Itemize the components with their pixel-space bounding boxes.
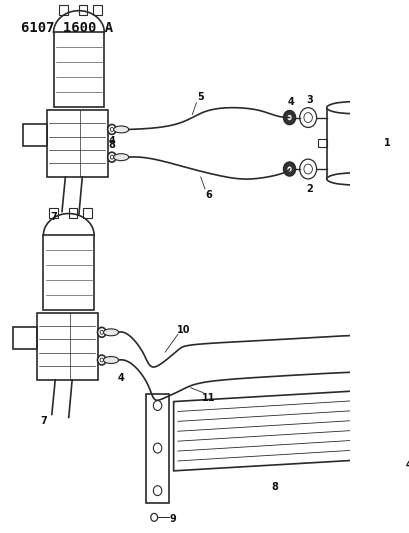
Text: 4: 4 <box>117 373 124 383</box>
Text: 4: 4 <box>405 460 409 470</box>
Text: 5: 5 <box>197 92 204 102</box>
Bar <box>49 208 58 217</box>
Bar <box>13 327 36 349</box>
Bar <box>145 394 169 503</box>
Text: 6: 6 <box>205 190 212 200</box>
Text: 7: 7 <box>40 416 47 426</box>
Circle shape <box>108 152 116 162</box>
Text: 8: 8 <box>271 482 278 491</box>
Ellipse shape <box>113 154 128 160</box>
Text: 8: 8 <box>108 140 115 150</box>
Ellipse shape <box>113 126 128 133</box>
Bar <box>326 108 377 179</box>
Bar <box>54 33 104 107</box>
Circle shape <box>286 115 291 120</box>
Bar <box>83 208 91 217</box>
Circle shape <box>97 327 106 337</box>
Text: 1: 1 <box>383 138 390 148</box>
Text: 4: 4 <box>108 136 115 147</box>
Bar <box>93 5 101 14</box>
Bar <box>23 125 47 146</box>
Text: 2: 2 <box>306 184 312 194</box>
Circle shape <box>283 162 295 176</box>
Circle shape <box>378 391 390 405</box>
Ellipse shape <box>103 329 118 336</box>
Text: 3: 3 <box>306 95 312 105</box>
Bar <box>59 5 68 14</box>
Bar <box>36 312 97 380</box>
Circle shape <box>283 111 295 125</box>
Ellipse shape <box>103 357 118 364</box>
Text: 9: 9 <box>169 514 176 524</box>
Circle shape <box>97 355 106 365</box>
Bar <box>69 208 77 217</box>
Text: 4: 4 <box>287 96 294 107</box>
Circle shape <box>286 166 291 172</box>
Bar <box>43 236 94 310</box>
Bar <box>317 139 326 147</box>
Text: 11: 11 <box>202 393 216 402</box>
Text: 7: 7 <box>50 212 57 222</box>
Circle shape <box>108 125 116 134</box>
Text: 6107 1600 A: 6107 1600 A <box>21 21 113 35</box>
Polygon shape <box>173 390 376 471</box>
Text: 10: 10 <box>177 325 190 335</box>
Ellipse shape <box>326 173 377 185</box>
Bar <box>79 5 87 14</box>
Circle shape <box>378 444 390 458</box>
Ellipse shape <box>326 102 377 114</box>
Bar <box>47 110 108 177</box>
